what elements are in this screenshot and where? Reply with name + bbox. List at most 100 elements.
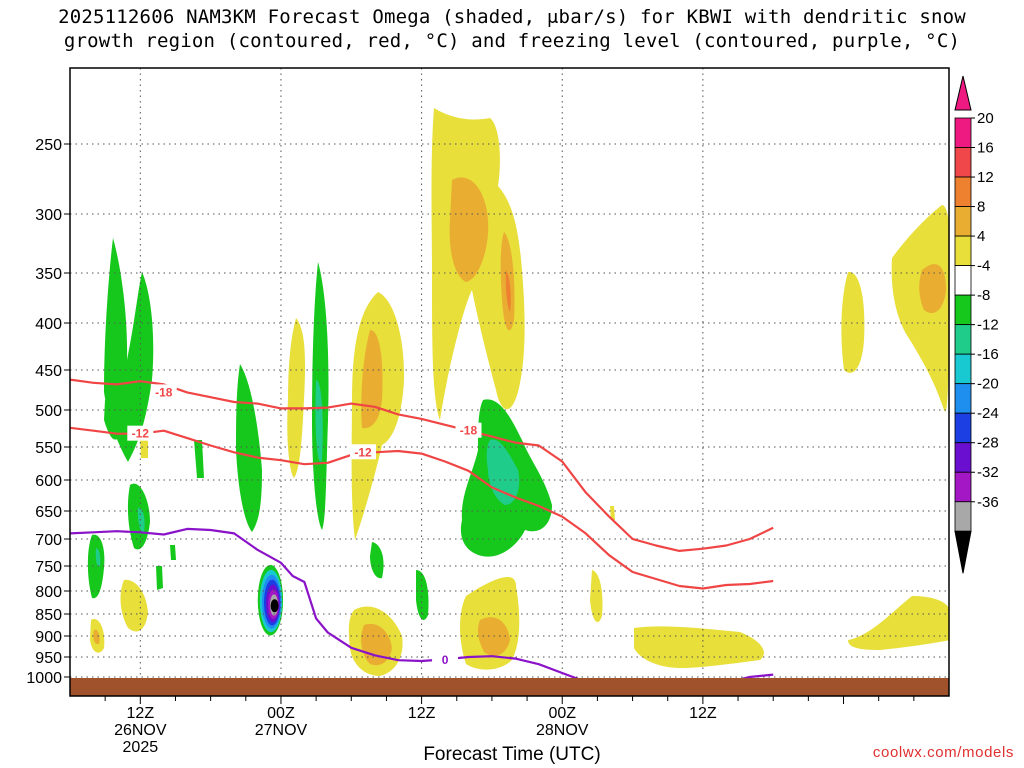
y-tick-label: 600 <box>35 473 62 490</box>
omega-sinking-region <box>449 177 489 282</box>
omega-sinking-region <box>505 270 511 312</box>
y-tick-label: 300 <box>35 207 62 224</box>
y-tick-label: 900 <box>35 629 62 646</box>
omega-rising-core <box>257 564 284 636</box>
colorbar-segment <box>954 412 972 444</box>
omega-sinking-region <box>361 330 383 429</box>
colorbar-label: 8 <box>977 199 985 216</box>
omega-rising-region <box>104 238 154 462</box>
colorbar-segment <box>954 147 972 178</box>
omega-colorbar: 20 16 12 8 4 -4 -8 -12 -16 -20 -24 -28 -32 -36 <box>954 75 999 574</box>
contour-label-bg <box>127 425 154 441</box>
colorbar-top-arrow <box>954 75 972 111</box>
contour-label: -18 <box>155 385 173 399</box>
y-axis-pressure: 250 300 350 400 450 500 550 600 650 700 750 800 850 9… <box>26 137 70 687</box>
contour-label-bg <box>432 652 459 668</box>
contour-label: -18 <box>460 424 478 438</box>
colorbar-segment <box>954 117 972 148</box>
colorbar-segment <box>954 206 972 237</box>
x-tick-label: 00Z <box>267 705 295 722</box>
pressure-gridlines <box>70 143 949 678</box>
y-tick-label: 950 <box>35 650 62 667</box>
omega-rising-region <box>416 570 429 620</box>
time-gridlines <box>139 68 704 696</box>
omega-rising-region <box>315 380 323 462</box>
colorbar-label: -20 <box>977 376 999 393</box>
y-tick-label: 800 <box>35 584 62 601</box>
y-tick-label: 650 <box>35 504 62 521</box>
colorbar-label: -24 <box>977 405 999 422</box>
omega-sinking-region <box>287 318 306 478</box>
omega-rising-region <box>87 534 105 599</box>
x-tick-label: 12Z <box>127 705 155 722</box>
chart-title-line-2: growth region (contoured, red, °C) and f… <box>63 30 961 52</box>
colorbar-segment <box>954 442 972 473</box>
colorbar-segment <box>954 501 972 532</box>
contour--12-line <box>70 426 774 590</box>
colorbar-bottom-arrow <box>954 530 972 574</box>
colorbar-label: 4 <box>977 228 985 245</box>
omega-rising-region <box>137 507 145 533</box>
colorbar-label: -4 <box>977 258 990 275</box>
contour-label-bg <box>150 384 177 400</box>
y-tick-label: 400 <box>35 316 62 333</box>
x-tick-label: 12Z <box>689 705 717 722</box>
x-tick-label: 2025 <box>123 739 159 756</box>
x-tick-label: 28NOV <box>536 722 589 739</box>
omega-rising-region <box>95 548 101 567</box>
omega-rising-region <box>236 364 262 532</box>
omega-sinking-region <box>361 623 392 666</box>
colorbar-segment <box>954 235 972 267</box>
colorbar-label: -36 <box>977 494 999 511</box>
colorbar-segment <box>954 383 972 414</box>
contour-label-bg <box>455 422 482 438</box>
omega-sinking-region <box>120 579 148 632</box>
colorbar-label: 12 <box>977 169 994 186</box>
omega-sinking-region <box>891 205 949 412</box>
colorbar-segment <box>954 176 972 207</box>
omega-sinking-region <box>590 570 603 623</box>
y-tick-label: 250 <box>35 137 62 154</box>
omega-sinking-region <box>841 271 865 373</box>
omega-rising-region <box>156 566 163 590</box>
omega-sinking-region <box>140 440 148 458</box>
colorbar-segment <box>954 294 972 326</box>
x-tick-label: 27NOV <box>255 722 308 739</box>
colorbar-label: 20 <box>977 110 994 127</box>
colorbar-segment <box>954 324 972 355</box>
colorbar-segment <box>954 265 972 296</box>
contour-label: 0 <box>442 653 449 667</box>
y-tick-label: 550 <box>35 440 62 457</box>
omega-sinking-region <box>634 626 764 668</box>
y-tick-label: 750 <box>35 559 62 576</box>
omega-sinking-region <box>477 617 510 656</box>
colorbar-label: -28 <box>977 435 999 452</box>
omega-rising-region <box>370 542 384 579</box>
colorbar-label: -12 <box>977 317 999 334</box>
contour-label: -12 <box>354 445 372 459</box>
omega-rising-region <box>170 545 176 560</box>
chart-title-line-1: 2025112606 NAM3KM Forecast Omega (shaded… <box>58 6 966 28</box>
y-tick-label: 700 <box>35 532 62 549</box>
colorbar-segment <box>954 353 972 385</box>
omega-rising-region <box>194 440 204 478</box>
colorbar-label: -32 <box>977 464 999 481</box>
omega-shading-layer <box>87 108 949 676</box>
source-credit: coolwx.com/models <box>872 744 1014 761</box>
y-tick-label: 450 <box>35 363 62 380</box>
omega-sinking-region <box>919 264 946 314</box>
colorbar-label: -8 <box>977 287 990 304</box>
omega-sinking-region <box>93 629 100 645</box>
x-axis-label: Forecast Time (UTC) <box>423 744 601 765</box>
terrain-ground <box>70 678 949 696</box>
y-tick-label: 500 <box>35 403 62 420</box>
omega-core-level <box>270 599 279 613</box>
omega-sinking-region <box>610 506 615 520</box>
y-tick-label: 1000 <box>26 670 62 687</box>
x-tick-label: 12Z <box>408 705 436 722</box>
contour-label-bg <box>350 444 376 460</box>
y-tick-label: 350 <box>35 266 62 283</box>
y-tick-label: 850 <box>35 607 62 624</box>
